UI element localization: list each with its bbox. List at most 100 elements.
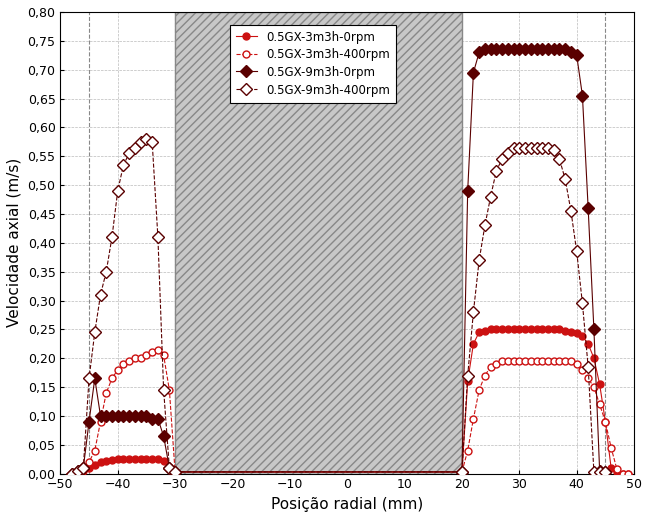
0.5GX-3m3h-0rpm [515,326,523,333]
0.5GX-9m3h-0rpm [487,46,495,52]
0.5GX-3m3h-0rpm [119,456,127,462]
0.5GX-9m3h-400rpm [143,136,151,142]
0.5GX-9m3h-0rpm [567,49,575,56]
0.5GX-3m3h-0rpm [613,469,620,475]
0.5GX-9m3h-400rpm [108,234,116,240]
0.5GX-9m3h-0rpm [550,46,557,52]
0.5GX-9m3h-0rpm [533,46,541,52]
0.5GX-9m3h-0rpm [165,465,173,471]
0.5GX-3m3h-400rpm [154,347,162,353]
0.5GX-3m3h-400rpm [103,390,110,396]
X-axis label: Posição radial (mm): Posição radial (mm) [271,497,423,512]
0.5GX-9m3h-0rpm [103,413,110,419]
0.5GX-9m3h-400rpm [165,465,173,471]
0.5GX-3m3h-400rpm [131,355,139,361]
0.5GX-3m3h-0rpm [602,419,609,425]
0.5GX-3m3h-400rpm [79,465,87,471]
0.5GX-3m3h-0rpm [578,333,586,339]
0.5GX-9m3h-0rpm [171,469,179,475]
0.5GX-3m3h-0rpm [79,468,87,474]
0.5GX-3m3h-400rpm [584,375,592,381]
Bar [175,12,462,474]
0.5GX-3m3h-0rpm [493,326,500,333]
0.5GX-9m3h-0rpm [556,46,563,52]
0.5GX-9m3h-400rpm [544,144,552,151]
0.5GX-9m3h-400rpm [74,468,82,474]
0.5GX-3m3h-0rpm [607,465,615,471]
0.5GX-3m3h-0rpm [527,326,535,333]
0.5GX-9m3h-400rpm [539,144,546,151]
0.5GX-9m3h-0rpm [108,413,116,419]
0.5GX-3m3h-0rpm [464,378,472,385]
0.5GX-3m3h-400rpm [464,447,472,454]
Line: 0.5GX-3m3h-0rpm: 0.5GX-3m3h-0rpm [68,326,631,477]
0.5GX-9m3h-400rpm [114,188,121,194]
0.5GX-3m3h-400rpm [567,358,575,364]
0.5GX-9m3h-400rpm [160,387,167,393]
0.5GX-3m3h-0rpm [154,456,162,462]
0.5GX-3m3h-0rpm [143,456,151,462]
0.5GX-9m3h-0rpm [590,326,598,333]
0.5GX-3m3h-0rpm [125,456,133,462]
0.5GX-9m3h-0rpm [527,46,535,52]
0.5GX-9m3h-0rpm [464,188,472,194]
0.5GX-9m3h-400rpm [590,469,598,475]
0.5GX-3m3h-0rpm [556,326,563,333]
0.5GX-3m3h-0rpm [103,458,110,464]
0.5GX-3m3h-0rpm [137,456,145,462]
0.5GX-9m3h-400rpm [504,150,512,156]
0.5GX-3m3h-400rpm [509,358,517,364]
0.5GX-3m3h-0rpm [498,326,506,333]
0.5GX-9m3h-0rpm [458,469,466,475]
0.5GX-3m3h-0rpm [567,329,575,335]
0.5GX-9m3h-0rpm [504,46,512,52]
0.5GX-3m3h-0rpm [544,326,552,333]
0.5GX-3m3h-400rpm [108,375,116,381]
0.5GX-9m3h-400rpm [550,147,557,154]
0.5GX-9m3h-400rpm [125,150,133,156]
0.5GX-3m3h-400rpm [533,358,541,364]
0.5GX-3m3h-400rpm [602,419,609,425]
0.5GX-3m3h-0rpm [85,465,93,471]
Line: 0.5GX-9m3h-400rpm: 0.5GX-9m3h-400rpm [67,135,609,478]
0.5GX-3m3h-0rpm [171,469,179,475]
0.5GX-9m3h-400rpm [578,301,586,307]
0.5GX-3m3h-0rpm [573,330,581,336]
0.5GX-3m3h-400rpm [493,361,500,367]
0.5GX-9m3h-0rpm [544,46,552,52]
0.5GX-3m3h-400rpm [618,471,626,477]
0.5GX-9m3h-400rpm [498,156,506,162]
0.5GX-9m3h-0rpm [493,46,500,52]
0.5GX-3m3h-400rpm [143,352,151,359]
0.5GX-3m3h-0rpm [561,327,569,334]
0.5GX-3m3h-400rpm [539,358,546,364]
0.5GX-9m3h-400rpm [521,144,529,151]
0.5GX-9m3h-0rpm [137,413,145,419]
0.5GX-3m3h-0rpm [97,459,104,465]
0.5GX-9m3h-0rpm [561,46,569,52]
0.5GX-3m3h-400rpm [125,358,133,364]
0.5GX-9m3h-0rpm [143,413,151,419]
0.5GX-9m3h-400rpm [475,257,483,263]
0.5GX-9m3h-0rpm [68,471,76,477]
0.5GX-9m3h-0rpm [91,375,99,381]
0.5GX-9m3h-400rpm [567,208,575,214]
0.5GX-3m3h-400rpm [458,469,466,475]
0.5GX-3m3h-0rpm [74,468,82,474]
0.5GX-9m3h-400rpm [91,329,99,335]
0.5GX-3m3h-400rpm [119,361,127,367]
0.5GX-9m3h-400rpm [481,222,489,228]
0.5GX-3m3h-400rpm [74,468,82,474]
Y-axis label: Velocidade axial (m/s): Velocidade axial (m/s) [7,158,22,327]
0.5GX-3m3h-400rpm [85,459,93,465]
0.5GX-3m3h-400rpm [487,364,495,370]
0.5GX-9m3h-0rpm [578,92,586,99]
0.5GX-9m3h-400rpm [79,465,87,471]
Line: 0.5GX-9m3h-0rpm: 0.5GX-9m3h-0rpm [67,45,609,478]
0.5GX-3m3h-0rpm [539,326,546,333]
0.5GX-3m3h-400rpm [475,387,483,393]
0.5GX-9m3h-0rpm [74,468,82,474]
0.5GX-9m3h-0rpm [498,46,506,52]
0.5GX-9m3h-0rpm [97,413,104,419]
0.5GX-3m3h-0rpm [504,326,512,333]
